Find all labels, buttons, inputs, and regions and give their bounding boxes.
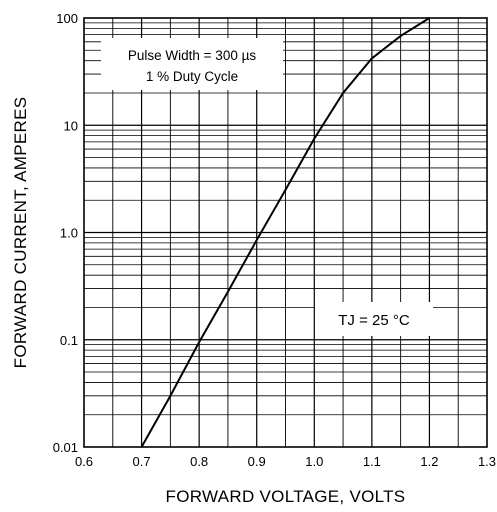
y-tick-label: 10 (64, 118, 78, 133)
data-point (255, 239, 258, 241)
data-point (313, 137, 316, 140)
x-tick-label: 0.6 (75, 454, 93, 469)
data-point (284, 189, 287, 191)
y-tick-label: 1.0 (60, 226, 78, 241)
x-axis-title: FORWARD VOLTAGE, VOLTS (166, 487, 406, 506)
x-tick-label: 0.9 (248, 454, 266, 469)
y-tick-label: 0.01 (53, 440, 78, 455)
y-tick-labels: 0.01 0.1 1.0 10 100 (53, 11, 78, 455)
data-point (198, 341, 200, 343)
pulse-annotation-box: Pulse Width = 300 µs 1 % Duty Cycle (101, 38, 283, 90)
pulse-width-note: Pulse Width = 300 µs (128, 48, 256, 63)
data-point (399, 35, 402, 37)
x-tick-label: 0.7 (133, 454, 151, 469)
x-tick-label: 1.0 (305, 454, 323, 469)
x-tick-labels: 0.6 0.7 0.8 0.9 1.0 1.1 1.2 1.3 (75, 454, 496, 469)
tj-annotation-box: TJ = 25 °C (315, 302, 433, 336)
x-tick-label: 0.8 (190, 454, 208, 469)
data-point (342, 92, 344, 94)
x-tick-label: 1.1 (363, 454, 381, 469)
y-tick-label: 0.1 (60, 333, 78, 348)
x-tick-label: 1.2 (420, 454, 438, 469)
junction-temp-note: TJ = 25 °C (338, 312, 410, 329)
data-point (428, 17, 431, 19)
data-point (140, 446, 143, 448)
data-point (169, 395, 172, 397)
series-points (140, 17, 431, 448)
plot-frame (83, 17, 488, 448)
data-point (227, 290, 229, 293)
data-point (371, 57, 373, 60)
y-axis-title: FORWARD CURRENT, AMPERES (11, 97, 30, 369)
x-tick-label: 1.3 (478, 454, 496, 469)
duty-cycle-note: 1 % Duty Cycle (146, 69, 238, 84)
y-tick-label: 100 (56, 11, 78, 26)
